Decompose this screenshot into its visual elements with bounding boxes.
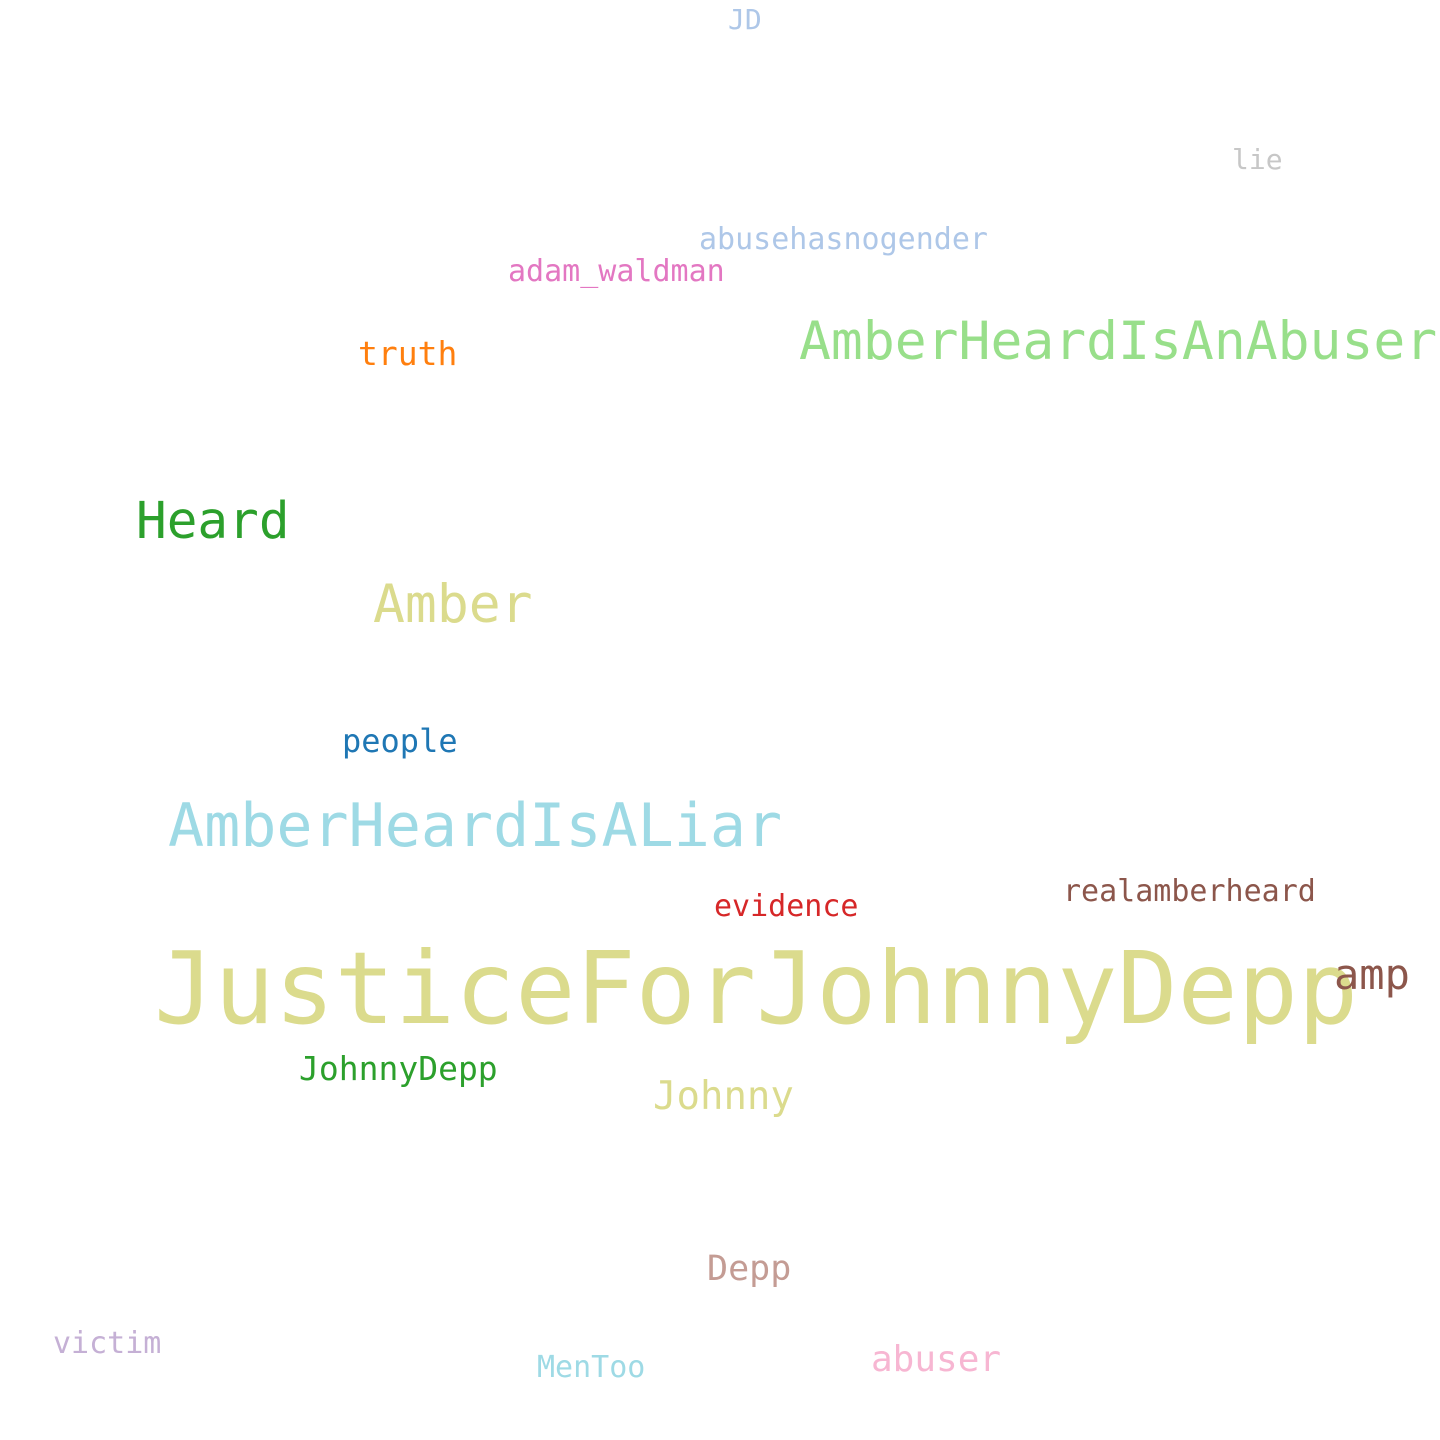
word-heard: Heard	[136, 492, 290, 551]
word-abuser: abuser	[871, 1339, 1002, 1380]
word-abusehasnogender: abusehasnogender	[699, 222, 988, 257]
word-mentoo: MenToo	[537, 1350, 646, 1385]
word-johnny: Johnny	[653, 1074, 794, 1119]
word-depp: Depp	[707, 1249, 792, 1289]
word-johnnydepp: JohnnyDepp	[299, 1049, 498, 1088]
word-evidence: evidence	[714, 889, 859, 924]
word-amber: Amber	[373, 574, 533, 635]
word-victim: victim	[53, 1326, 162, 1361]
word-lie: lie	[1232, 143, 1283, 176]
word-truth: truth	[358, 334, 458, 373]
word-justiceforjohnnydepp: JusticeForJohnnyDepp	[154, 930, 1359, 1047]
word-adam-waldman: adam_waldman	[508, 254, 725, 289]
word-amp: amp	[1334, 950, 1410, 999]
word-people: people	[342, 722, 458, 760]
word-amberheardisanabuser: AmberHeardIsAnAbuser	[799, 311, 1438, 372]
word-jd: JD	[728, 3, 762, 36]
word-realamberheard: realamberheard	[1063, 874, 1316, 909]
word-amberheardisaliar: AmberHeardIsALiar	[168, 791, 783, 861]
